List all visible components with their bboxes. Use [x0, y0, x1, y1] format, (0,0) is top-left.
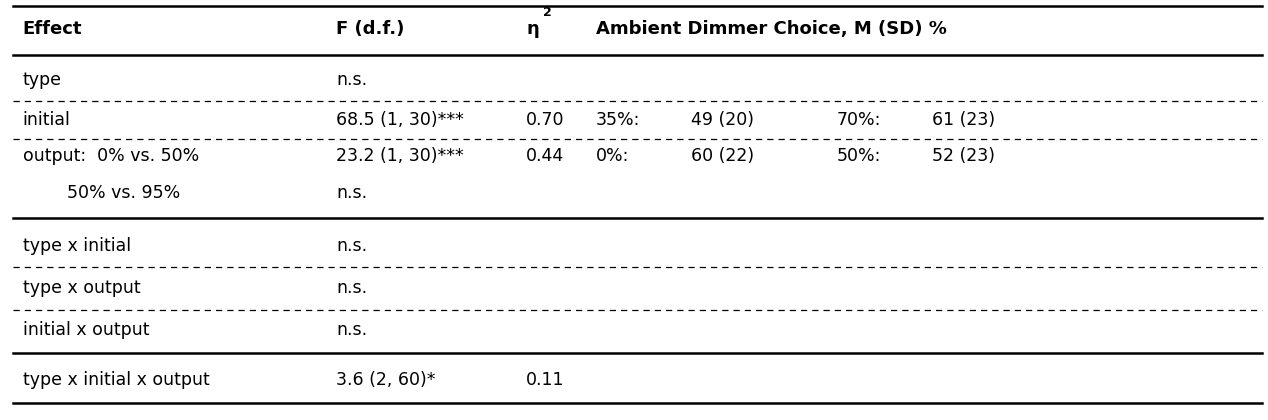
Text: n.s.: n.s. — [336, 321, 368, 339]
Text: initial: initial — [23, 111, 71, 129]
Text: initial x output: initial x output — [23, 321, 150, 339]
Text: 60 (22): 60 (22) — [691, 147, 754, 165]
Text: type x initial x output: type x initial x output — [23, 371, 209, 389]
Text: type x initial: type x initial — [23, 237, 131, 255]
Text: 0.44: 0.44 — [526, 147, 564, 165]
Text: 49 (20): 49 (20) — [691, 111, 754, 129]
Text: 0%:: 0%: — [596, 147, 629, 165]
Text: output:  0% vs. 50%: output: 0% vs. 50% — [23, 147, 199, 165]
Text: 35%:: 35%: — [596, 111, 640, 129]
Text: type: type — [23, 71, 62, 89]
Text: 3.6 (2, 60)*: 3.6 (2, 60)* — [336, 371, 435, 389]
Text: 70%:: 70%: — [837, 111, 881, 129]
Text: 0.70: 0.70 — [526, 111, 564, 129]
Text: n.s.: n.s. — [336, 184, 368, 202]
Text: Ambient Dimmer Choice, M (SD) %: Ambient Dimmer Choice, M (SD) % — [596, 21, 947, 38]
Text: 50% vs. 95%: 50% vs. 95% — [23, 184, 180, 202]
Text: 68.5 (1, 30)***: 68.5 (1, 30)*** — [336, 111, 464, 129]
Text: 50%:: 50%: — [837, 147, 881, 165]
Text: 61 (23): 61 (23) — [932, 111, 995, 129]
Text: 2: 2 — [543, 6, 552, 19]
Text: type x output: type x output — [23, 279, 141, 297]
Text: 52 (23): 52 (23) — [932, 147, 995, 165]
Text: n.s.: n.s. — [336, 237, 368, 255]
Text: F (d.f.): F (d.f.) — [336, 21, 404, 38]
Text: Effect: Effect — [23, 21, 82, 38]
Text: η: η — [526, 21, 539, 38]
Text: n.s.: n.s. — [336, 279, 368, 297]
Text: 0.11: 0.11 — [526, 371, 564, 389]
Text: n.s.: n.s. — [336, 71, 368, 89]
Text: 23.2 (1, 30)***: 23.2 (1, 30)*** — [336, 147, 464, 165]
